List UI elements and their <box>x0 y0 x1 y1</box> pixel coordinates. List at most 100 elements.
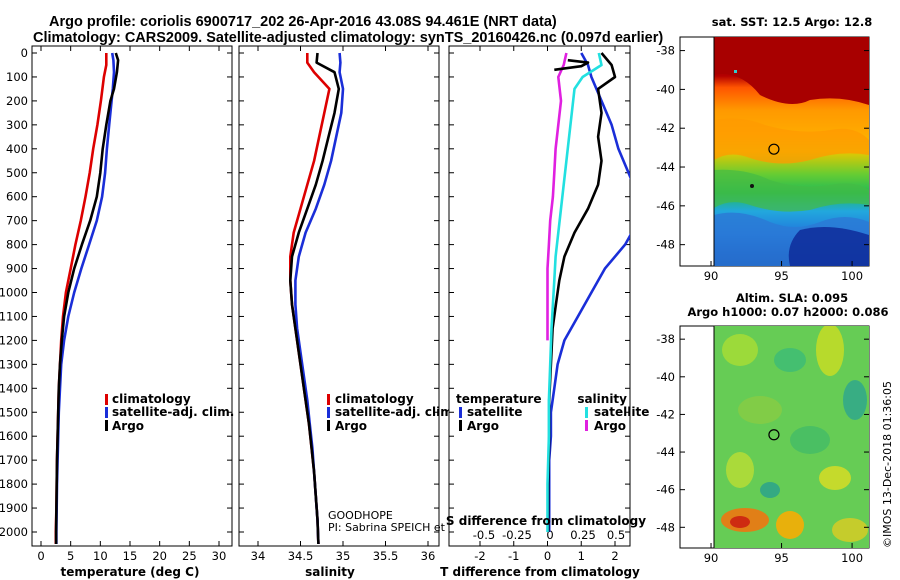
longitude-tick-label: 100 <box>841 551 863 565</box>
t-difference-tick-label: -2 <box>474 549 485 563</box>
sst-map-x-axis: 90 95 100 <box>704 261 863 283</box>
depth-tick-label: 500 <box>6 166 28 180</box>
salinity-panel: 34 34.5 35 35.5 36 salinity climatology sate… <box>238 45 527 579</box>
latitude-tick-label: -42 <box>656 407 675 421</box>
legend-swatch-t-argo <box>459 420 462 431</box>
latitude-tick-label: -46 <box>656 483 675 497</box>
argo-location-marker <box>768 143 780 155</box>
legend-argo: Argo <box>335 419 367 433</box>
argo-location-marker <box>768 429 780 441</box>
title-line-2: Climatology: CARS2009. Satellite-adjuste… <box>33 30 663 46</box>
latitude-tick-label: -44 <box>656 445 675 459</box>
temperature-tick-label: 30 <box>212 549 227 563</box>
depth-tick-label: 1200 <box>0 333 28 347</box>
difference-panel: -2 -1 0 1 2 -0.5 -0.25 0 0.25 0.5 T difference f… <box>440 45 649 579</box>
latitude-tick-label: -42 <box>656 121 675 135</box>
depth-tick-label: 700 <box>6 214 28 228</box>
legend-t-satellite: satellite <box>467 405 522 419</box>
depth-tick-label: 1700 <box>0 453 28 467</box>
sla-map-image <box>714 326 869 548</box>
series-line-s-argo <box>546 52 568 341</box>
legend-salinity-title: salinity <box>577 392 627 406</box>
salinity-y-ticks <box>239 52 439 533</box>
sst-map-image <box>714 37 869 266</box>
depth-tick-label: 2000 <box>0 525 28 539</box>
project-annotation: GOODHOPE <box>328 509 393 522</box>
sla-map-panel: Altim. SLA: 0.095 Argo h1000: 0.07 h2000… <box>656 291 888 565</box>
t-difference-tick-label: 0 <box>544 549 551 563</box>
salinity-series <box>288 52 345 545</box>
temperature-x-axis: 0 5 10 15 20 25 30 <box>37 46 226 563</box>
sla-map-title-1: Altim. SLA: 0.095 <box>736 291 848 305</box>
salinity-x-axis: 34 34.5 35 35.5 36 <box>251 46 436 563</box>
legend-swatch-climatology <box>105 394 108 405</box>
difference-legend-temperature: temperature satellite Argo <box>456 392 541 433</box>
latitude-tick-label: -38 <box>656 332 675 346</box>
legend-climatology: climatology <box>335 392 414 406</box>
temperature-tick-label: 10 <box>93 549 108 563</box>
depth-tick-label: 200 <box>6 94 28 108</box>
t-difference-xlabel: T difference from climatology <box>440 565 640 579</box>
temperature-series <box>54 52 120 544</box>
depth-tick-label: 1500 <box>0 405 28 419</box>
sst-map-y-axis: -38 -40 -42 -44 -46 -48 <box>656 44 869 252</box>
sst-map-title: sat. SST: 12.5 Argo: 12.8 <box>712 15 872 29</box>
temperature-frame <box>31 45 233 547</box>
salinity-tick-label: 34 <box>251 549 266 563</box>
credit: ©IMOS 13-Dec-2018 01:36:05 <box>881 381 894 548</box>
depth-tick-label: 800 <box>6 238 28 252</box>
legend-swatch-t-satellite <box>459 407 462 418</box>
longitude-tick-label: 90 <box>704 551 719 565</box>
latitude-tick-label: -48 <box>656 520 675 534</box>
depth-tick-label: 1600 <box>0 429 28 443</box>
depth-tick-label: 900 <box>6 262 28 276</box>
depth-tick-label: 100 <box>6 70 28 84</box>
latitude-tick-label: -40 <box>656 82 675 96</box>
s-difference-tick-label: -0.25 <box>502 528 532 542</box>
depth-tick-label: 1300 <box>0 357 28 371</box>
temperature-tick-label: 20 <box>152 549 167 563</box>
t-difference-tick-label: 2 <box>611 549 618 563</box>
legend-argo: Argo <box>112 419 144 433</box>
depth-tick-label: 400 <box>6 142 28 156</box>
difference-x-axis: -2 -1 0 1 2 <box>474 46 619 563</box>
legend-swatch-satellite <box>105 407 108 418</box>
depth-tick-label: 0 <box>21 46 28 60</box>
longitude-tick-label: 95 <box>774 269 789 283</box>
legend-s-satellite: satellite <box>594 405 649 419</box>
series-line-s-argo-top <box>554 58 590 72</box>
salinity-difference-axis: -0.5 -0.25 0 0.25 0.5 <box>473 528 625 542</box>
salinity-legend: climatology satellite-adj. clim. Argo <box>327 392 457 433</box>
salinity-tick-label: 35 <box>336 549 351 563</box>
s-difference-tick-label: 0.5 <box>607 528 625 542</box>
depth-tick-label: 300 <box>6 118 28 132</box>
legend-satellite: satellite-adj. clim. <box>335 405 457 419</box>
depth-tick-label: 600 <box>6 190 28 204</box>
depth-axis: 0 100 200 300 400 500 600 700 800 900 1000 1100 1200… <box>0 46 232 539</box>
longitude-tick-label: 100 <box>841 269 863 283</box>
t-difference-tick-label: 1 <box>578 549 585 563</box>
temperature-tick-label: 5 <box>67 549 74 563</box>
difference-legend-salinity: salinity satellite Argo <box>577 392 649 433</box>
legend-t-argo: Argo <box>467 419 499 433</box>
legend-s-argo: Argo <box>594 419 626 433</box>
temperature-xlabel: temperature (deg C) <box>61 565 200 579</box>
legend-swatch-argo <box>105 420 108 431</box>
sla-map-title-2: Argo h1000: 0.07 h2000: 0.086 <box>687 305 888 319</box>
legend-swatch-argo <box>327 420 330 431</box>
salinity-xlabel: salinity <box>305 565 355 579</box>
title-line-1: Argo profile: coriolis 6900717_202 26-Ap… <box>49 14 557 30</box>
s-difference-tick-label: 0 <box>546 528 553 542</box>
longitude-tick-label: 95 <box>774 551 789 565</box>
difference-series <box>546 52 630 532</box>
depth-tick-label: 1800 <box>0 477 28 491</box>
salinity-tick-label: 35.5 <box>373 549 399 563</box>
legend-swatch-satellite <box>327 407 330 418</box>
legend-temperature-title: temperature <box>456 392 541 406</box>
series-line-argo <box>54 52 120 544</box>
depth-tick-label: 1400 <box>0 381 28 395</box>
difference-frame <box>448 45 631 547</box>
series-line-argo <box>288 52 341 545</box>
salinity-tick-label: 36 <box>421 549 436 563</box>
series-line-s-satellite <box>546 52 603 532</box>
